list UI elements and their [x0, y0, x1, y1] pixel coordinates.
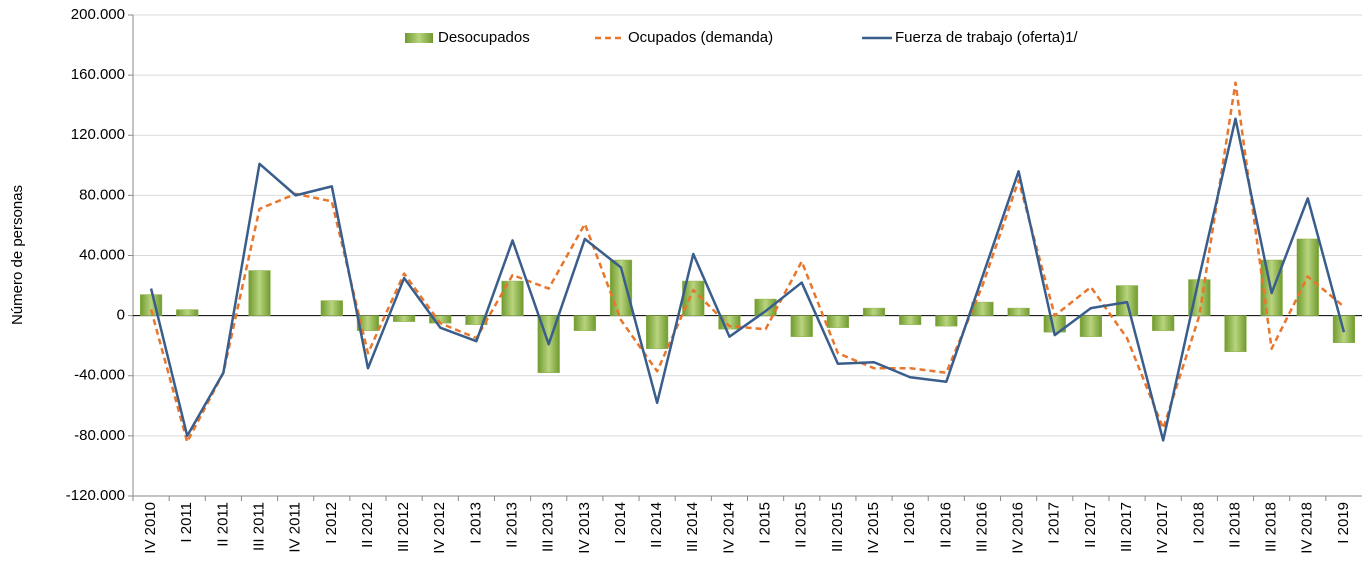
- x-tick-label: II 2013: [504, 502, 521, 548]
- y-tick-label: -120.000: [66, 487, 125, 504]
- bar: [356, 315, 380, 331]
- y-tick-label: -40.000: [74, 367, 125, 384]
- x-tick-label: I 2019: [1335, 502, 1352, 544]
- bar: [1007, 307, 1030, 316]
- bar: [248, 270, 271, 316]
- y-tick-label: 0: [117, 307, 125, 324]
- bar: [501, 280, 524, 316]
- x-tick-label: III 2016: [973, 502, 990, 552]
- y-tick-label: 160.000: [71, 66, 125, 83]
- bar: [862, 307, 886, 316]
- x-tick-label: II 2014: [648, 502, 665, 548]
- x-tick-label: III 2015: [829, 502, 846, 552]
- bar: [1079, 315, 1102, 337]
- x-tick-label: II 2018: [1226, 502, 1243, 548]
- x-tick-label: III 2013: [540, 502, 557, 552]
- x-tick-label: IV 2016: [1010, 502, 1027, 554]
- y-tick-label: -80.000: [74, 427, 125, 444]
- x-tick-label: IV 2017: [1154, 502, 1171, 554]
- y-tick-label: 40.000: [79, 246, 125, 263]
- bar: [646, 315, 669, 349]
- x-tick-label: III 2014: [684, 502, 701, 552]
- bar: [320, 300, 343, 316]
- y-tick-label: 80.000: [79, 186, 125, 203]
- x-tick-label: I 2011: [178, 502, 195, 543]
- y-tick-label: 120.000: [71, 126, 125, 143]
- x-tick-label: IV 2013: [576, 502, 593, 554]
- bar: [176, 309, 199, 316]
- bar: [393, 315, 416, 322]
- bar: [609, 259, 633, 316]
- x-tick-label: IV 2018: [1299, 502, 1316, 554]
- x-tick-label: I 2012: [323, 502, 340, 544]
- bar: [1152, 315, 1175, 331]
- legend-label: Fuerza de trabajo (oferta)1/: [895, 29, 1078, 46]
- x-tick-label: II 2017: [1082, 502, 1099, 548]
- x-tick-label: I 2014: [612, 502, 629, 544]
- x-tick-label: III 2017: [1118, 502, 1135, 552]
- x-tick-label: II 2016: [937, 502, 954, 548]
- bar: [1115, 285, 1139, 316]
- bar: [754, 298, 777, 316]
- x-tick-label: III 2011: [250, 502, 267, 551]
- y-axis-title: Número de personas: [9, 185, 26, 325]
- dashed-line: [149, 81, 1345, 444]
- x-tick-label: IV 2015: [865, 502, 882, 554]
- bar: [899, 315, 922, 325]
- legend-label: Desocupados: [438, 29, 530, 46]
- bar: [826, 315, 849, 328]
- x-tick-label: III 2018: [1263, 502, 1280, 552]
- line: [149, 117, 1346, 442]
- x-tick-label: I 2015: [757, 502, 774, 544]
- x-tick-label: III 2012: [395, 502, 412, 552]
- bar: [790, 315, 813, 337]
- y-tick-label: 200.000: [71, 6, 125, 23]
- x-tick-label: IV 2012: [431, 502, 448, 554]
- bar: [573, 315, 596, 331]
- x-tick-label: IV 2011: [287, 502, 304, 553]
- bar: [935, 315, 958, 327]
- x-tick-label: I 2018: [1190, 502, 1207, 544]
- x-tick-label: II 2012: [359, 502, 376, 548]
- bar: [1224, 315, 1247, 352]
- x-tick-label: I 2017: [1046, 502, 1063, 544]
- x-tick-label: I 2013: [467, 502, 484, 544]
- legend-label: Ocupados (demanda): [628, 29, 773, 46]
- x-tick-label: II 2011: [214, 502, 231, 547]
- x-tick-label: IV 2014: [720, 502, 737, 554]
- x-tick-label: I 2016: [901, 502, 918, 544]
- x-tick-label: IV 2010: [142, 502, 159, 554]
- legend-swatch: [405, 33, 433, 43]
- x-tick-label: II 2015: [793, 502, 810, 548]
